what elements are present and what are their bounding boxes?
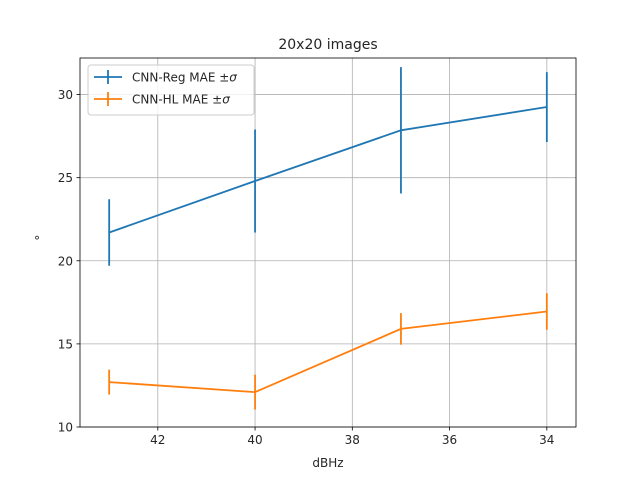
x-axis-label: dBHz <box>312 456 343 470</box>
y-tick-label: 30 <box>58 88 73 102</box>
series-line-1 <box>108 106 547 234</box>
legend-label: CNN-HL MAE ±σ <box>132 93 230 107</box>
legend-sigma: σ <box>222 93 230 107</box>
x-tick-label: 36 <box>442 433 457 447</box>
y-tick-label: 15 <box>58 337 73 351</box>
y-tick-label: 20 <box>58 254 73 268</box>
x-tick-label: 38 <box>345 433 360 447</box>
y-tick-label: 10 <box>58 421 73 435</box>
y-axis-label: ° <box>34 234 40 248</box>
series-layer <box>108 67 548 410</box>
series-line-2 <box>109 310 547 394</box>
x-tick-label: 40 <box>247 433 262 447</box>
legend-label: CNN-Reg MAE ±σ <box>132 71 237 85</box>
axis-ticks: 42 40 38 36 34 10 15 20 25 30 <box>58 88 555 447</box>
legend-box <box>87 64 255 116</box>
x-tick-label: 42 <box>150 433 165 447</box>
plot-frame <box>79 57 577 428</box>
chart-title: 20x20 images <box>278 37 377 53</box>
y-tick-label: 25 <box>58 171 73 185</box>
x-tick-label: 34 <box>539 433 554 447</box>
legend-sigma: σ <box>229 71 237 85</box>
legend: CNN-Reg MAE ±σ CNN-HL MAE ±σ <box>87 64 255 116</box>
